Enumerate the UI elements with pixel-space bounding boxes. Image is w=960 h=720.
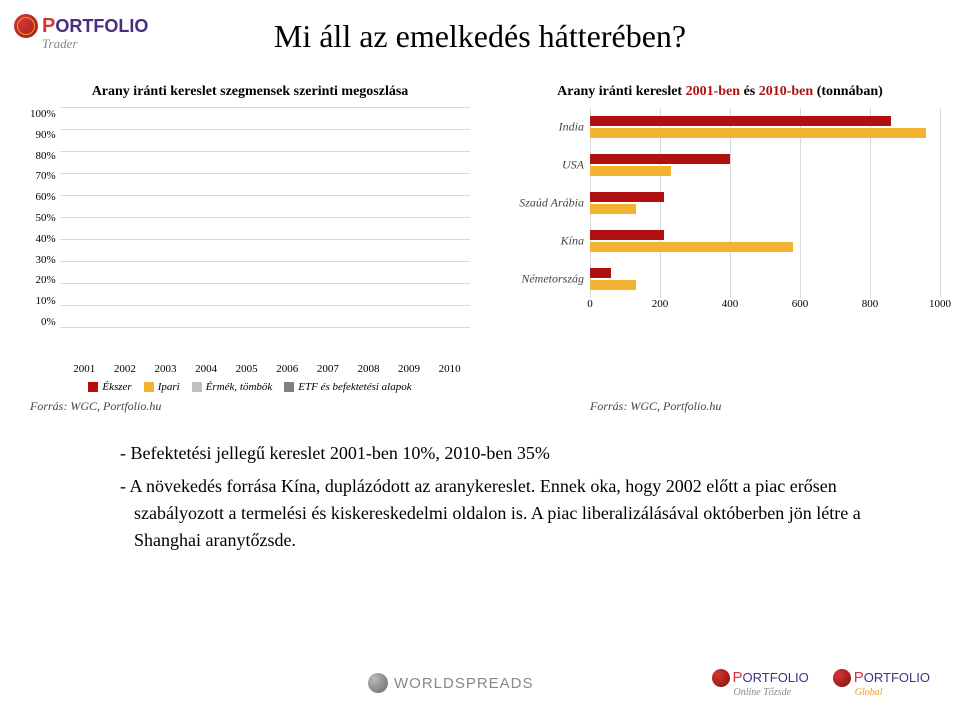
legend-swatch (192, 382, 202, 392)
x-tick-label: 2008 (357, 363, 379, 375)
hbar-plot-area: 02004006008001000 IndiaUSASzaúd ArábiaKí… (590, 108, 940, 318)
y-tick-label: 100% (30, 108, 56, 120)
legend-item: Érmék, tömbök (192, 381, 273, 393)
hbar-group: USA (590, 153, 940, 177)
category-label: India (559, 120, 590, 135)
hbar-x-axis: 02004006008001000 (590, 298, 940, 318)
logo-p: P (42, 15, 55, 37)
y-tick-label: 80% (30, 150, 56, 162)
bullet-line: - Befektetési jellegű kereslet 2001-ben … (120, 440, 880, 467)
y-tick-label: 70% (30, 170, 56, 182)
legend-label: Érmék, tömbök (206, 381, 273, 393)
legend-item: Ékszer (88, 381, 131, 393)
stacked-x-labels: 2001 2002 2003 2004 2005 2006 2007 2008 2009 2010 (64, 363, 470, 375)
hbar-group: India (590, 115, 940, 139)
hbar-bar (590, 204, 636, 214)
legend-swatch (144, 382, 154, 392)
charts-row: Arany iránti kereslet szegmensek szerint… (30, 84, 940, 414)
stacked-bar-chart: Arany iránti kereslet szegmensek szerint… (30, 84, 470, 414)
hbar-group: Szaúd Arábia (590, 191, 940, 215)
bullet-text-block: - Befektetési jellegű kereslet 2001-ben … (120, 440, 880, 560)
stacked-legend: Ékszer Ipari Érmék, tömbök ETF és befekteté… (30, 381, 470, 393)
logo-subtitle: Trader (42, 36, 148, 52)
hbar-bar (590, 280, 636, 290)
footer-ws-label: WORLDSPREADS (394, 675, 534, 692)
footer-sub-1: Online Tőzsde (734, 687, 792, 698)
x-tick-label: 2001 (73, 363, 95, 375)
hbar-bar (590, 166, 671, 176)
legend-label: Ékszer (102, 381, 131, 393)
globe-icon (712, 669, 730, 687)
stacked-plot-area (60, 108, 470, 328)
stacked-y-axis: 100% 90% 80% 70% 60% 50% 40% 30% 20% 10% 0% (30, 108, 60, 328)
footer-sub-2: Global (855, 687, 883, 698)
x-tick-label: 600 (792, 298, 809, 310)
y-tick-label: 50% (30, 212, 56, 224)
hbar-source: Forrás: WGC, Portfolio.hu (590, 399, 940, 414)
x-tick-label: 200 (652, 298, 669, 310)
y-tick-label: 20% (30, 274, 56, 286)
logo-rest: ORTFOLIO (55, 16, 148, 36)
category-label: Németország (521, 272, 590, 287)
y-tick-label: 30% (30, 254, 56, 266)
x-tick-label: 400 (722, 298, 739, 310)
hbar-bar (590, 230, 664, 240)
x-tick-label: 2004 (195, 363, 217, 375)
hbar-group: Németország (590, 267, 940, 291)
x-tick-label: 2003 (154, 363, 176, 375)
hbar-bar (590, 128, 926, 138)
x-tick-label: 2007 (317, 363, 339, 375)
legend-label: ETF és befektetési alapok (298, 381, 411, 393)
y-tick-label: 60% (30, 191, 56, 203)
gridline (940, 108, 941, 298)
y-tick-label: 10% (30, 295, 56, 307)
legend-label: Ipari (158, 381, 180, 393)
footer-worldspreads: WORLDSPREADS (368, 673, 534, 693)
x-tick-label: 2006 (276, 363, 298, 375)
bullet-line: - A növekedés forrása Kína, duplázódott … (120, 473, 880, 554)
hbar-bar (590, 116, 891, 126)
category-label: Kína (561, 234, 590, 249)
hbar-chart-title: Arany iránti kereslet 2001-ben és 2010-b… (500, 84, 940, 100)
y-tick-label: 40% (30, 233, 56, 245)
hbar-bar (590, 154, 730, 164)
y-tick-label: 90% (30, 129, 56, 141)
footer-logo-global: PORTFOLIO Global (833, 669, 930, 698)
hbar-bar (590, 268, 611, 278)
y-tick-label: 0% (30, 316, 56, 328)
stacked-source: Forrás: WGC, Portfolio.hu (30, 399, 470, 414)
category-label: USA (562, 158, 590, 173)
x-tick-label: 800 (862, 298, 879, 310)
hbar-bar (590, 192, 664, 202)
brand-logo-top: PORTFOLIO Trader (14, 14, 148, 52)
hbar-chart: Arany iránti kereslet 2001-ben és 2010-b… (500, 84, 940, 414)
x-tick-label: 2002 (114, 363, 136, 375)
x-tick-label: 2010 (439, 363, 461, 375)
hbar-group: Kína (590, 229, 940, 253)
footer-logo-tozsde: PORTFOLIO Online Tőzsde (712, 669, 809, 698)
x-tick-label: 1000 (929, 298, 951, 310)
globe-icon (833, 669, 851, 687)
legend-item: Ipari (144, 381, 180, 393)
hbar-bar (590, 242, 793, 252)
page-title: Mi áll az emelkedés hátterében? (200, 18, 760, 55)
globe-icon (14, 14, 38, 38)
ws-globe-icon (368, 673, 388, 693)
footer: WORLDSPREADS PORTFOLIO Online Tőzsde POR… (0, 656, 960, 710)
legend-item: ETF és befektetési alapok (284, 381, 411, 393)
legend-swatch (88, 382, 98, 392)
x-tick-label: 2005 (236, 363, 258, 375)
x-tick-label: 2009 (398, 363, 420, 375)
category-label: Szaúd Arábia (519, 196, 590, 211)
legend-swatch (284, 382, 294, 392)
stacked-chart-title: Arany iránti kereslet szegmensek szerint… (30, 84, 470, 100)
x-tick-label: 0 (587, 298, 593, 310)
